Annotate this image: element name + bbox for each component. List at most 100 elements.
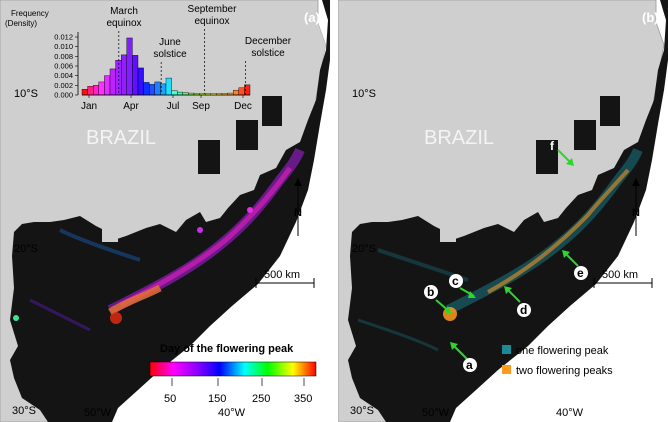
ocean — [100, 20, 330, 422]
histogram-ytick-label: 0.012 — [54, 33, 73, 42]
annotation-label: September — [188, 4, 238, 15]
histogram-ytick-label: 0.000 — [54, 91, 73, 100]
data-footprint — [348, 0, 668, 422]
tile-block — [600, 96, 620, 126]
histogram-bar — [109, 68, 116, 96]
histogram-bar — [154, 81, 161, 96]
annotation-label: equinox — [194, 16, 229, 27]
colorbar-tick: 150 — [208, 393, 226, 405]
marker-c — [449, 274, 463, 288]
tile-block — [236, 120, 258, 150]
tile-gap — [102, 222, 118, 242]
histogram-ylabel-line2: (Density) — [5, 19, 37, 28]
country-label-a: BRAZIL — [86, 127, 156, 149]
histogram-bar — [87, 86, 94, 96]
marker-d-label: d — [520, 303, 527, 317]
tile-gap — [440, 222, 456, 242]
colorbar-title: Day of the flowering peak — [160, 343, 294, 355]
histogram-ytick-label: 0.006 — [54, 62, 73, 71]
histogram-xtick-label: Jul — [167, 101, 180, 112]
marker-b — [424, 285, 438, 299]
tile-block — [262, 96, 282, 126]
lat-label-10s-b: 10°S — [352, 88, 376, 100]
marker-e — [574, 266, 588, 280]
colorbar-tick: 50 — [164, 393, 176, 405]
annotation-label: March — [110, 6, 138, 17]
lon-label-40w-a: 40°W — [218, 407, 246, 419]
scale-bar-label-b: 500 km — [602, 269, 638, 281]
histogram-xticks: Jan Apr Jul Sep Dec — [81, 95, 252, 112]
annotation-label: December — [245, 36, 292, 47]
colorbar-tick: 250 — [252, 393, 270, 405]
legend-label-one-peak: one flowering peak — [516, 345, 609, 357]
colorbar-tick: 350 — [294, 393, 312, 405]
scale-bar-a — [255, 278, 315, 288]
histogram-bar — [176, 91, 183, 96]
histogram-bar — [120, 54, 127, 96]
histogram-xtick-label: Dec — [234, 101, 252, 112]
flowering-data-a — [13, 147, 305, 332]
histogram-bar — [126, 37, 133, 96]
lat-label-10s-a: 10°S — [14, 88, 38, 100]
panel-label-a: (a) — [304, 10, 320, 25]
country-label-b: BRAZIL — [424, 127, 494, 149]
annotation-label: solstice — [251, 48, 285, 59]
data-footprint — [10, 0, 330, 422]
annotation-label: June — [159, 37, 181, 48]
map-b: (b) BRAZIL 10°S 20°S 30°S 50°W 40°W N 50… — [338, 0, 668, 422]
map-a: (a) BRAZIL 10°S 20°S 30°S 50°W 40°W N 50… — [0, 0, 330, 422]
histogram-bar — [143, 82, 150, 96]
lat-label-20s-b: 20°S — [352, 243, 376, 255]
marker-e-label: e — [577, 266, 584, 280]
histogram-bar — [232, 89, 239, 96]
north-label-a: N — [294, 207, 302, 219]
lat-label-30s-a: 30°S — [12, 405, 36, 417]
lat-label-20s-a: 20°S — [14, 243, 38, 255]
lon-label-50w-b: 50°W — [422, 407, 450, 419]
colorbar — [149, 361, 317, 377]
annotation-label: solstice — [153, 49, 187, 60]
histogram-xtick-label: Apr — [123, 101, 139, 112]
legend-label-two-peaks: two flowering peaks — [516, 365, 613, 377]
scale-bar-label-a: 500 km — [264, 269, 300, 281]
histogram-bar — [165, 77, 172, 96]
tile-block — [574, 120, 596, 150]
tile-block — [536, 140, 558, 174]
histogram-ylabel-line1: Frequency — [11, 9, 49, 18]
scale-bar-b — [593, 278, 653, 288]
north-arrow-icon — [632, 178, 640, 236]
histogram-bar — [92, 85, 99, 96]
histogram-ytick-label: 0.002 — [54, 81, 73, 90]
north-arrow-icon — [294, 178, 302, 236]
legend-swatch-one-peak — [502, 345, 511, 354]
point-markers: a b c d e f — [424, 139, 588, 372]
histogram-xtick-label: Sep — [192, 101, 210, 112]
histogram-bar — [98, 81, 105, 96]
lat-label-30s-b: 30°S — [350, 405, 374, 417]
histogram-bar — [148, 84, 155, 96]
histogram-bar — [81, 88, 88, 96]
histogram-bars — [81, 37, 251, 96]
histogram-inset: Frequency (Density) 0.0000.0020.0040.006… — [5, 4, 292, 112]
annotation-label: equinox — [106, 18, 141, 29]
marker-f-label: f — [550, 139, 555, 153]
panel-b: (b) BRAZIL 10°S 20°S 30°S 50°W 40°W N 50… — [338, 0, 668, 422]
marker-c-label: c — [452, 274, 459, 288]
histogram-ytick-label: 0.010 — [54, 42, 73, 51]
marker-d — [517, 303, 531, 317]
panel-label-b: (b) — [642, 10, 659, 25]
marker-a — [463, 358, 477, 372]
histogram-bar — [115, 60, 122, 96]
panel-a: (a) BRAZIL 10°S 20°S 30°S 50°W 40°W N 50… — [0, 0, 330, 422]
histogram-ytick-label: 0.004 — [54, 71, 73, 80]
flowering-data-b — [357, 147, 643, 352]
marker-a-label: a — [466, 358, 473, 372]
histogram-bar — [238, 87, 245, 96]
tile-block — [198, 140, 220, 174]
marker-b-label: b — [427, 285, 434, 299]
histogram-bar — [171, 90, 178, 96]
histogram-bar — [104, 75, 111, 96]
legend-swatch-two-peaks — [502, 365, 511, 374]
histogram-bar — [137, 67, 144, 96]
